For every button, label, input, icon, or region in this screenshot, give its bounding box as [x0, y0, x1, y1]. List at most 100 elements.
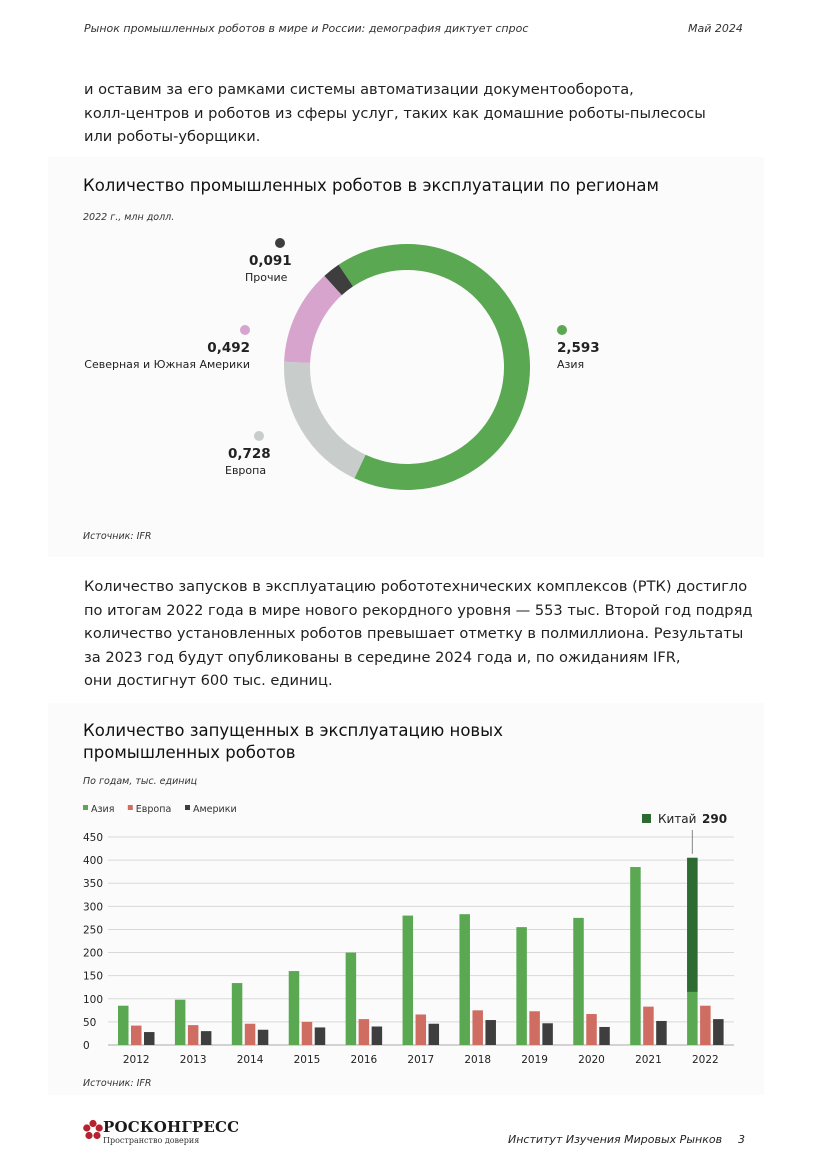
ytick-label-6: 300: [83, 901, 103, 913]
name-europe: Европа: [225, 464, 267, 477]
bar-2022-2: [713, 1019, 724, 1045]
bar-2018-0: [459, 914, 470, 1045]
donut-slice-1: [284, 361, 366, 479]
donut-slice-2: [284, 275, 343, 364]
header-title: Рынок промышленных роботов в мире и Росс…: [84, 22, 529, 35]
intro-line: и оставим за его рамками системы автомат…: [84, 81, 634, 98]
chart1-title: Количество промышленных роботов в эксплу…: [83, 176, 659, 195]
bar-2012-0: [118, 1005, 129, 1045]
bar-2015-1: [301, 1021, 313, 1045]
bar-2016-0: [345, 952, 357, 1045]
value-americas: 0,492: [207, 340, 250, 356]
bar-grid: 0 50 100 150 200 250 300 350 400 450: [83, 832, 734, 1052]
highlight-name: Китай: [658, 812, 696, 826]
bar-2014-0: [231, 983, 243, 1045]
bar-2012-1: [131, 1025, 142, 1045]
highlight-swatch: [642, 814, 651, 823]
bar-2021-1: [643, 1006, 654, 1045]
bar-2017-0: [402, 915, 414, 1045]
middle-paragraph: Количество запусков в эксплуатацию робот…: [84, 575, 752, 693]
footer-brand: РОСКОНГРЕСС: [103, 1118, 240, 1136]
bar-marks: [118, 857, 724, 1045]
bar-highlight: Китай 290: [642, 812, 727, 854]
xtick-label-2017: 2017: [407, 1054, 434, 1066]
roscongress-logo-icon: [83, 1119, 103, 1140]
chart2-title: Количество запущенных в эксплуатацию нов…: [83, 720, 503, 764]
bar-2020-0: [573, 917, 584, 1045]
bar-2018-1: [472, 1010, 483, 1045]
xtick-label-2022: 2022: [692, 1054, 719, 1066]
chart2-subtitle: По годам, тыс. единиц: [83, 776, 198, 787]
value-europe: 0,728: [228, 446, 271, 462]
xtick-label-2016: 2016: [351, 1054, 378, 1066]
bar-2013-2: [200, 1031, 212, 1045]
legend-label-1: Европа: [136, 804, 171, 815]
intro-paragraph: и оставим за его рамками системы автомат…: [84, 78, 706, 149]
xtick-label-2018: 2018: [464, 1054, 491, 1066]
xtick-label-2020: 2020: [578, 1054, 605, 1066]
middle-line: они достигнут 600 тыс. единиц.: [84, 672, 333, 689]
marker-americas: [240, 325, 250, 335]
donut-chart: [240, 238, 567, 490]
legend-swatch-1: [127, 805, 133, 810]
chart2-title-line: промышленных роботов: [83, 743, 296, 762]
legend-swatch-2: [185, 805, 190, 810]
bar-2019-1: [529, 1011, 540, 1045]
bar-2014-1: [244, 1023, 256, 1045]
bar-2019-0: [516, 927, 527, 1045]
xtick-label-2014: 2014: [237, 1054, 264, 1066]
bar-2018-2: [485, 1020, 496, 1045]
bar-2022-1: [700, 1005, 711, 1045]
ytick-label-8: 400: [83, 855, 103, 867]
bar-highlight-segment: [687, 857, 698, 992]
value-asia: 2,593: [557, 340, 600, 356]
header-date: Май 2024: [688, 22, 743, 35]
bar-xlabels: 2012 2013 2014 2015 2016 2017 2018 2019 2020 2021…: [123, 1054, 719, 1066]
bar-chart: Азия Европа Америки 0 50 100 150 200 250 300 350 4…: [83, 804, 734, 1066]
bar-2020-1: [586, 1014, 597, 1045]
bar-2019-2: [542, 1023, 553, 1045]
bar-2015-2: [314, 1027, 326, 1045]
bar-2015-0: [288, 971, 300, 1045]
bar-2014-2: [257, 1029, 269, 1045]
chart2-title-line: Количество запущенных в эксплуатацию нов…: [83, 721, 503, 740]
chart1-panel: [48, 157, 764, 557]
xtick-label-2015: 2015: [294, 1054, 321, 1066]
bar-2017-2: [428, 1023, 440, 1045]
bar-2013-0: [174, 999, 186, 1045]
ytick-label-4: 200: [83, 948, 103, 960]
donut-slices: [284, 244, 530, 490]
xtick-label-2013: 2013: [180, 1054, 207, 1066]
bar-2017-1: [415, 1014, 427, 1045]
footer-tagline: Пространство доверия: [103, 1136, 200, 1145]
bar-2021-0: [630, 867, 641, 1045]
ytick-label-0: 0: [83, 1040, 90, 1052]
bar-legend: Азия Европа Америки: [83, 804, 237, 815]
donut-slice-3: [324, 264, 354, 296]
intro-line: или роботы-уборщики.: [84, 128, 261, 145]
highlight-value: 290: [702, 812, 727, 826]
bar-2016-2: [371, 1026, 383, 1045]
ytick-label-3: 150: [83, 971, 103, 983]
bar-2016-1: [358, 1019, 370, 1045]
ytick-label-1: 50: [83, 1017, 96, 1029]
name-americas: Северная и Южная Америки: [84, 358, 250, 371]
bar-2020-2: [599, 1026, 610, 1045]
chart2-source: Источник: IFR: [83, 1078, 152, 1089]
ytick-label-7: 350: [83, 878, 103, 890]
legend-swatch-0: [83, 805, 88, 810]
ytick-label-5: 250: [83, 924, 103, 936]
middle-line: Количество запусков в эксплуатацию робот…: [84, 578, 748, 595]
marker-europe: [254, 431, 264, 441]
legend-label-2: Америки: [193, 804, 237, 815]
marker-asia: [557, 325, 567, 335]
marker-other: [275, 238, 285, 248]
legend-label-0: Азия: [91, 804, 114, 815]
middle-line: количество установленных роботов превыша…: [84, 625, 744, 642]
ytick-label-2: 100: [83, 994, 103, 1006]
chart1-subtitle: 2022 г., млн долл.: [83, 212, 175, 223]
donut-slice-0: [338, 244, 530, 490]
name-other: Прочие: [245, 271, 288, 284]
bar-2021-2: [656, 1020, 667, 1045]
bar-2013-1: [187, 1025, 199, 1045]
